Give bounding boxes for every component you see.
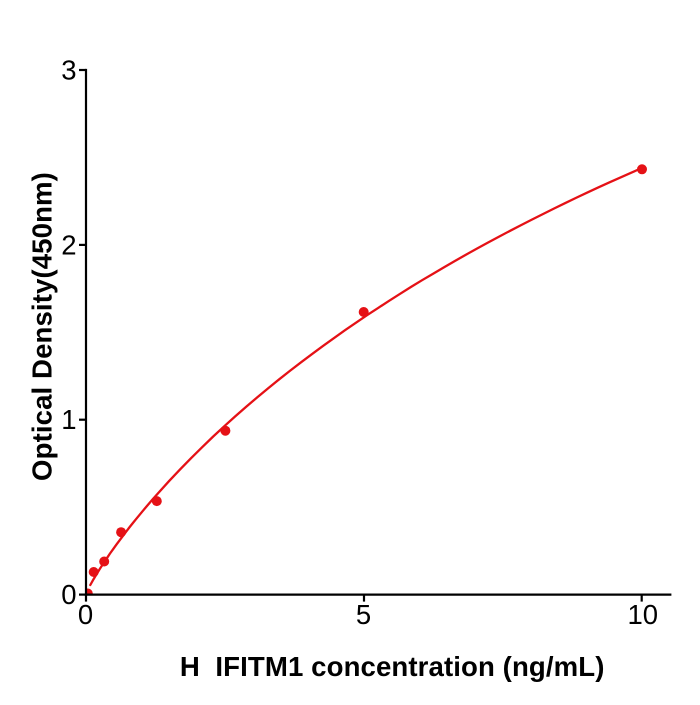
svg-text:0: 0 <box>78 599 93 630</box>
svg-text:2: 2 <box>61 229 76 260</box>
svg-text:3: 3 <box>61 55 76 86</box>
svg-text:1: 1 <box>61 404 76 435</box>
svg-text:5: 5 <box>356 599 371 630</box>
svg-text:H IFITM1 concentration (ng/mL: H IFITM1 concentration (ng/mL) <box>180 651 605 682</box>
svg-text:Optical Density(450nm): Optical Density(450nm) <box>27 172 58 481</box>
svg-text:0: 0 <box>61 579 76 610</box>
svg-text:10: 10 <box>628 599 659 630</box>
